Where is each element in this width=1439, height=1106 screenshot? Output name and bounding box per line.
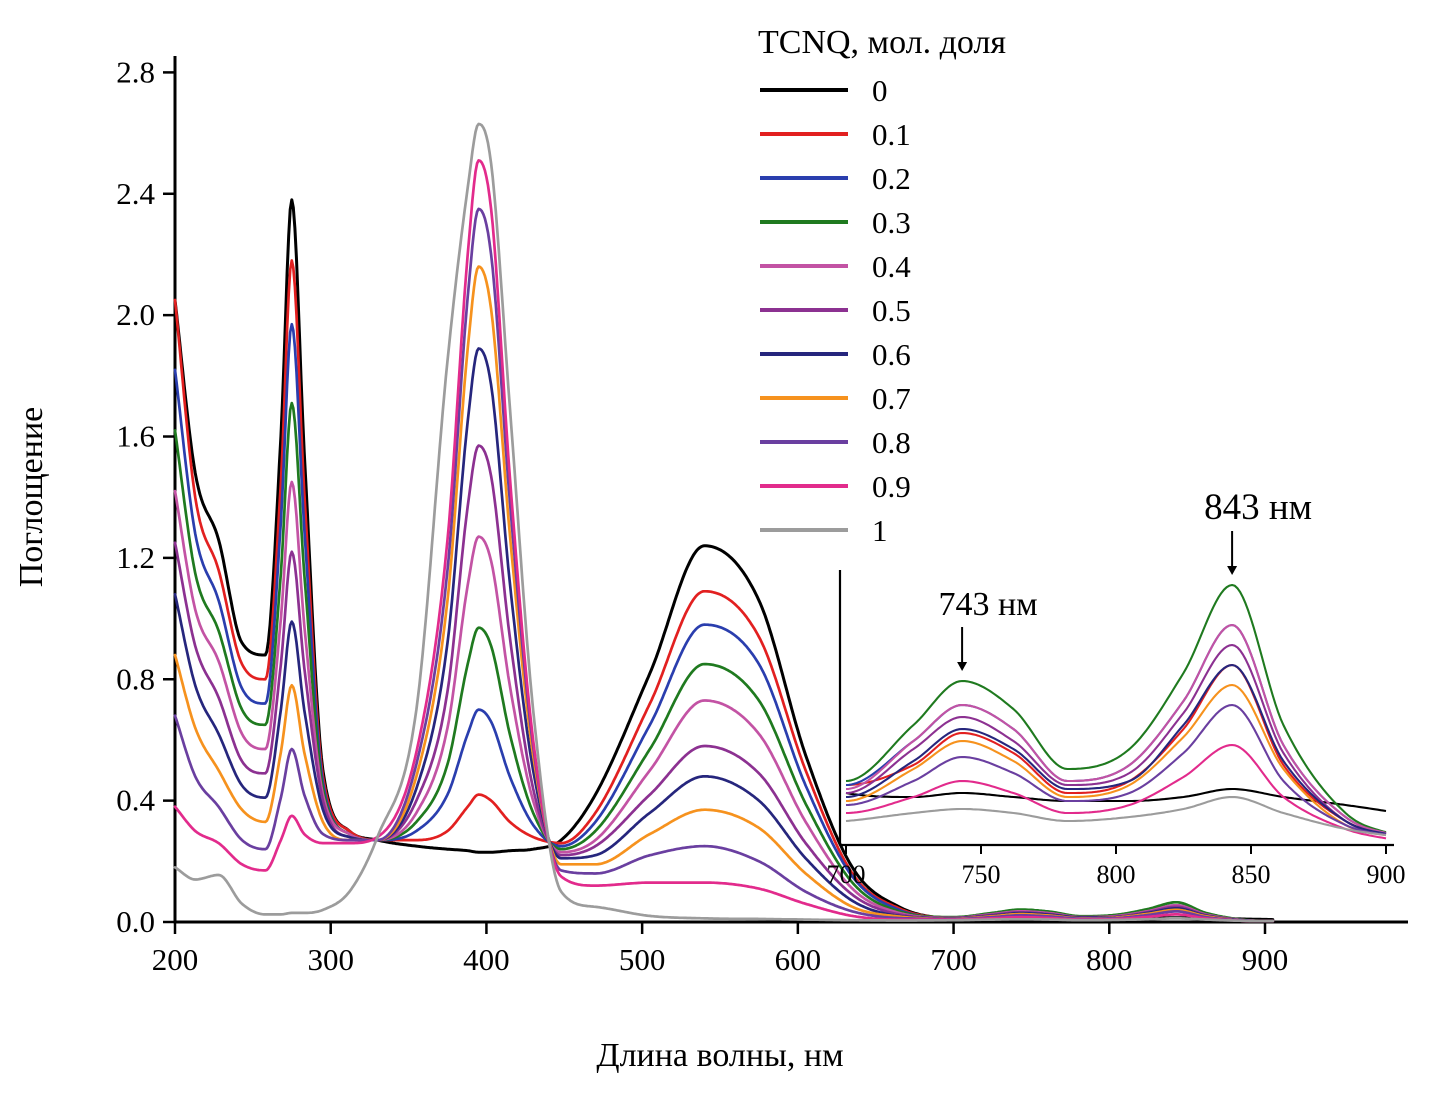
series-line-0.1 xyxy=(173,259,1275,923)
legend-label-0.5: 0.5 xyxy=(872,292,911,328)
x-tick-label-400: 400 xyxy=(463,942,510,977)
legend-label-0: 0 xyxy=(872,72,888,108)
legend-swatch-0.5 xyxy=(760,308,848,312)
x-tick-label-600: 600 xyxy=(775,942,822,977)
inset-plot: 700 750 800 850 900 743 нм 843 нм xyxy=(827,487,1406,889)
legend-swatch-0.8 xyxy=(760,440,848,444)
inset-series-line-0.6 xyxy=(845,663,1387,835)
inset-series-line-0.8 xyxy=(845,703,1387,836)
annotation-843: 843 нм xyxy=(1204,487,1312,575)
legend-label-0.4: 0.4 xyxy=(872,248,911,284)
legend-item-0: 0 xyxy=(752,68,1006,112)
legend-label-1: 1 xyxy=(872,512,888,548)
y-tick-label-1.2: 1.2 xyxy=(116,540,155,575)
inset-x-tick-label-750: 750 xyxy=(962,860,1001,889)
y-tick-label-0.8: 0.8 xyxy=(116,661,155,696)
legend-swatch-0.1 xyxy=(760,132,848,136)
series-line-0.2 xyxy=(173,322,1275,923)
main-plot: 200 300 400 500 600 700 800 900 0.0 0.4 0.8 1.2 1.6 2… xyxy=(13,54,1408,1074)
legend-swatch-0.2 xyxy=(760,176,848,180)
inset-series-line-0.5 xyxy=(845,643,1387,836)
y-tick-label-1.6: 1.6 xyxy=(116,419,155,454)
x-axis-label: Длина волны, нм xyxy=(596,1037,843,1074)
inset-series-line-0 xyxy=(845,787,1387,813)
inset-series-line-0.3 xyxy=(845,583,1387,834)
inset-series-line-0.9 xyxy=(846,743,1387,840)
x-tick-label-200: 200 xyxy=(152,942,199,977)
legend-item-0.7: 0.7 xyxy=(752,376,1006,420)
inset-series-line-0.4 xyxy=(845,623,1387,835)
annotation-arrow-head xyxy=(957,662,968,671)
legend-item-0.8: 0.8 xyxy=(752,420,1006,464)
inset-series-line-0.7 xyxy=(845,683,1387,836)
legend-swatch-0 xyxy=(760,88,848,92)
y-tick-label-2.4: 2.4 xyxy=(116,176,155,211)
legend-item-0.2: 0.2 xyxy=(752,156,1006,200)
annotation-label-743: 743 нм xyxy=(938,586,1037,623)
series-line-0.8 xyxy=(173,207,1275,923)
inset-series-line-0.1 xyxy=(846,663,1387,835)
legend-label-0.8: 0.8 xyxy=(872,424,911,460)
inset-x-tick-label-850: 850 xyxy=(1232,860,1271,889)
annotation-label-843: 843 нм xyxy=(1204,487,1312,528)
annotation-arrow-head xyxy=(1227,566,1238,575)
legend-item-0.1: 0.1 xyxy=(752,112,1006,156)
series-line-0.6 xyxy=(173,347,1275,923)
legend-item-1: 1 xyxy=(752,508,1006,552)
x-tick-label-500: 500 xyxy=(619,942,666,977)
annotation-743: 743 нм xyxy=(938,586,1038,671)
x-tick-label-300: 300 xyxy=(307,942,354,977)
y-tick-label-2.8: 2.8 xyxy=(116,54,155,89)
y-axis-label: Поглощение xyxy=(13,407,50,588)
legend-item-0.5: 0.5 xyxy=(752,288,1006,332)
series-line-0.9 xyxy=(173,159,1275,923)
x-tick-label-700: 700 xyxy=(930,942,977,977)
legend: TCNQ, мол. доля 0 0.1 0.2 0.3 0.4 0.5 0.6 0.7 0.… xyxy=(752,24,1006,552)
inset-x-tick-label-800: 800 xyxy=(1097,860,1136,889)
legend-swatch-0.7 xyxy=(760,396,848,400)
legend-swatch-0.6 xyxy=(760,352,848,356)
series-line-1 xyxy=(173,122,1275,923)
legend-items: 0 0.1 0.2 0.3 0.4 0.5 0.6 0.7 0.8 0.9 1 xyxy=(752,68,1006,552)
legend-label-0.6: 0.6 xyxy=(872,336,911,372)
y-tick-label-0: 0.0 xyxy=(116,904,155,939)
legend-swatch-0.9 xyxy=(760,484,848,488)
legend-item-0.9: 0.9 xyxy=(752,464,1006,508)
legend-label-0.9: 0.9 xyxy=(872,468,911,504)
legend-swatch-1 xyxy=(760,528,848,532)
x-tick-label-800: 800 xyxy=(1086,942,1133,977)
legend-item-0.3: 0.3 xyxy=(752,200,1006,244)
inset-x-tick-label-900: 900 xyxy=(1367,860,1406,889)
legend-label-0.1: 0.1 xyxy=(872,116,911,152)
legend-title: TCNQ, мол. доля xyxy=(758,24,1007,61)
legend-item-0.6: 0.6 xyxy=(752,332,1006,376)
legend-label-0.3: 0.3 xyxy=(872,204,911,240)
legend-label-0.7: 0.7 xyxy=(872,380,911,416)
inset-series-line-1 xyxy=(845,795,1387,837)
legend-item-0.4: 0.4 xyxy=(752,244,1006,288)
legend-swatch-0.3 xyxy=(760,220,848,224)
series-line-0.4 xyxy=(173,480,1275,923)
y-tick-label-2: 2.0 xyxy=(116,297,155,332)
legend-swatch-0.4 xyxy=(760,264,848,268)
y-tick-label-0.4: 0.4 xyxy=(116,783,155,818)
legend-label-0.2: 0.2 xyxy=(872,160,911,196)
x-tick-label-900: 900 xyxy=(1242,942,1289,977)
inset-x-tick-label-700: 700 xyxy=(827,860,866,889)
